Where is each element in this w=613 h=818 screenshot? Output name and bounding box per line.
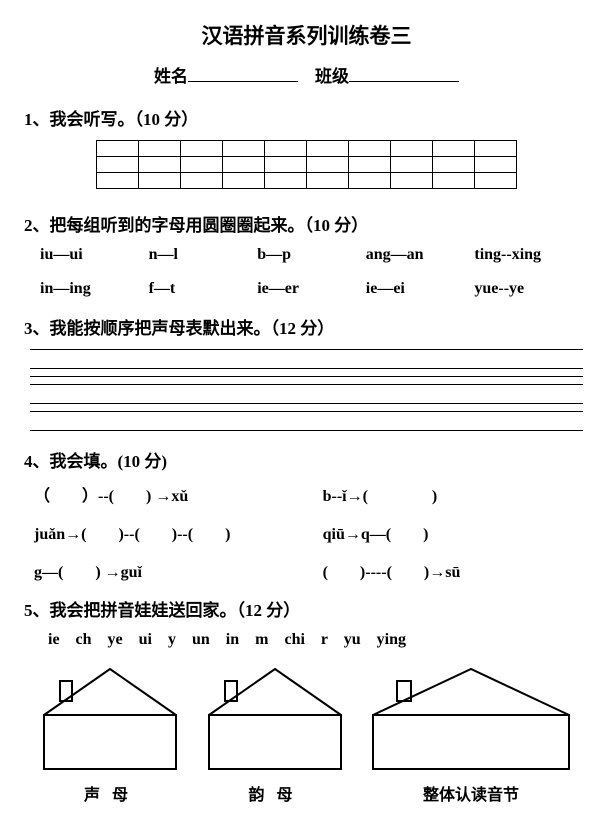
q4-item[interactable]: qiū→q—( ) [323, 520, 589, 544]
q2-pair: ie—ei [366, 280, 475, 298]
q2-pair: b—p [257, 246, 366, 264]
q2-head: 2、把每组听到的字母用圆圈圈起来。（10 分） [24, 211, 589, 236]
q4-row3: g—( ) →guǐ ( )----( )→sū [24, 558, 589, 582]
q2-pair: ie—er [257, 280, 366, 298]
worksheet-title: 汉语拼音系列训练卷三 [24, 20, 589, 50]
q2-row1: iu—ui n—l b—p ang—an ting--xing [24, 246, 589, 264]
q2-pair: in—ing [40, 280, 149, 298]
q2-pair: iu—ui [40, 246, 149, 264]
q2-pair: ang—an [366, 246, 475, 264]
q5-letters: ie ch ye ui y un in m chi r yu ying [24, 631, 589, 649]
q1-head: 1、我会听写。（10 分） [24, 105, 589, 130]
house-icon [42, 663, 178, 771]
name-blank[interactable] [188, 65, 298, 82]
q3-lines[interactable] [30, 349, 583, 431]
q4-head: 4、我会填。(10 分) [24, 447, 589, 472]
q4-item[interactable]: g—( ) →guǐ [34, 558, 323, 582]
q2-pair: yue--ye [474, 280, 583, 298]
q4-row2: juǎn→( )--( )--( ) qiū→q—( ) [24, 520, 589, 544]
q2-pair: ting--xing [474, 246, 583, 264]
q2-row2: in—ing f—t ie—er ie—ei yue--ye [24, 280, 589, 298]
q1-grid[interactable] [96, 140, 517, 189]
houses-row [24, 663, 589, 771]
q5-head: 5、我会把拼音娃娃送回家。（12 分） [24, 596, 589, 621]
class-label: 班级 [315, 67, 349, 86]
house-icon [371, 663, 571, 771]
q2-pair: n—l [149, 246, 258, 264]
house-label: 整体认读音节 [371, 781, 571, 805]
q4-item[interactable]: （ ）--( ) →xǔ [34, 482, 323, 506]
q4-item[interactable]: juǎn→( )--( )--( ) [34, 520, 323, 544]
house-label: 韵母 [207, 781, 347, 805]
house-labels: 声母 韵母 整体认读音节 [24, 781, 589, 805]
q4-row1: （ ）--( ) →xǔ b--ǐ→( ) [24, 482, 589, 506]
name-label: 姓名 [154, 67, 188, 86]
q4-item[interactable]: ( )----( )→sū [323, 558, 589, 582]
house-icon [207, 663, 343, 771]
q3-head: 3、我能按顺序把声母表默出来。（12 分） [24, 314, 589, 339]
q4-item[interactable]: b--ǐ→( ) [323, 482, 589, 506]
info-line: 姓名 班级 [24, 62, 589, 87]
class-blank[interactable] [349, 65, 459, 82]
q2-pair: f—t [149, 280, 258, 298]
house-label: 声母 [42, 781, 182, 805]
